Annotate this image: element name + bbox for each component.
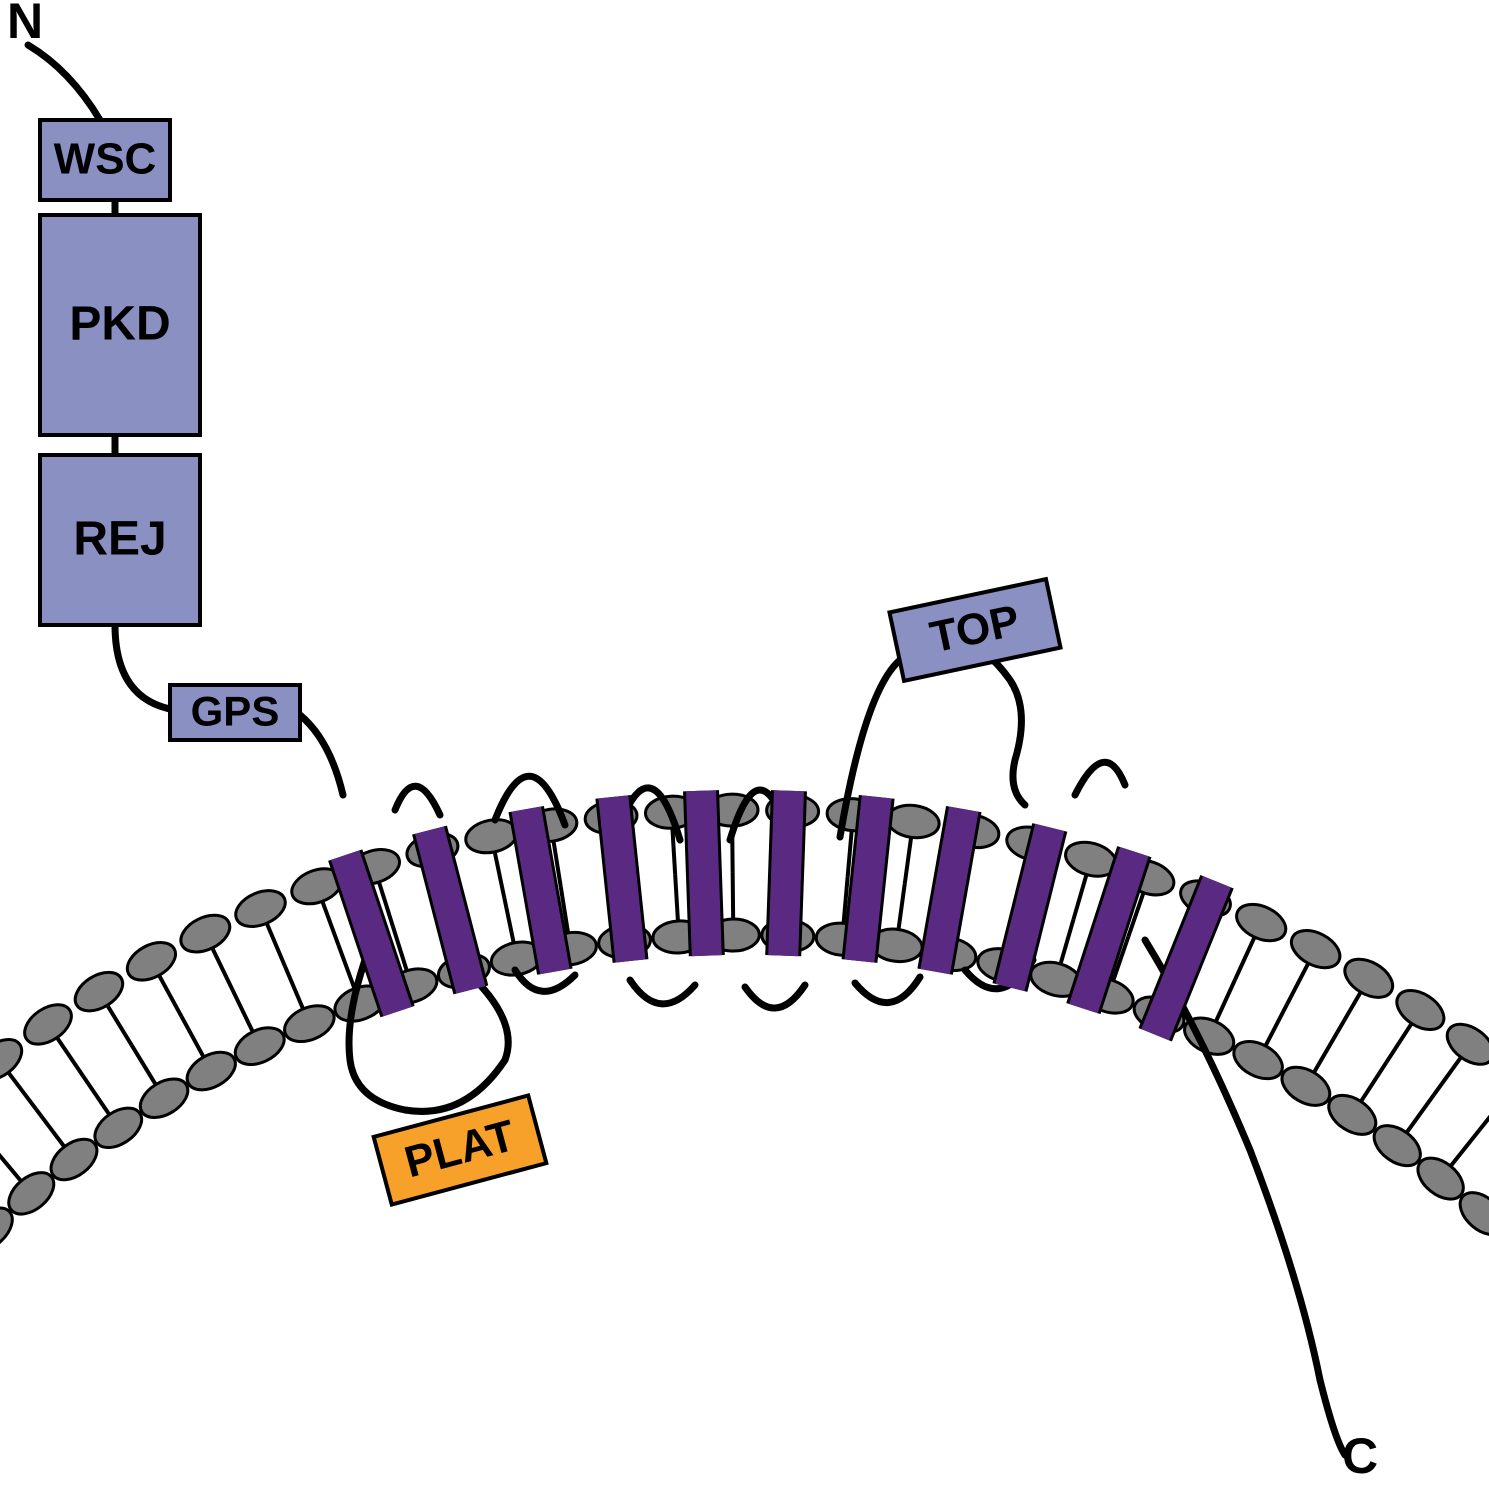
lipid-head-inner <box>279 999 339 1049</box>
c-terminus-label: C <box>1342 1428 1378 1484</box>
tm-helix-6 <box>783 791 789 956</box>
connector-gps-to-tm1 <box>300 715 343 795</box>
domain-label-wsc: WSC <box>54 135 157 184</box>
domain-label-rej: REJ <box>73 513 166 566</box>
lipid-head-outer <box>175 908 236 959</box>
lipid-head-outer <box>1390 982 1451 1037</box>
lipid-head-outer <box>1338 951 1399 1005</box>
connectors <box>28 45 1345 1455</box>
lipid-head-inner <box>229 1020 290 1071</box>
domain-pkd: PKD <box>40 215 200 435</box>
domain-wsc: WSC <box>40 120 170 200</box>
domain-rej: REJ <box>40 455 200 625</box>
lipid-head-outer <box>68 964 129 1018</box>
connector-rej-to-gps <box>115 625 175 710</box>
connector-loop-int-4 <box>745 985 805 1008</box>
lipid-head-outer <box>1285 923 1346 975</box>
connector-n-to-wsc <box>28 45 100 120</box>
lipid-head-inner <box>1275 1059 1336 1113</box>
tm-helix-4 <box>613 797 630 961</box>
tm-helix-2 <box>430 830 471 990</box>
connector-loop-ext-6-7 <box>1075 762 1125 795</box>
lipid-head-outer <box>230 884 290 934</box>
protein-topology-diagram: WSCPKDREJGPSPLATTOPNC <box>0 0 1489 1500</box>
lipid-head-inner <box>181 1045 242 1098</box>
tm-helix-7 <box>859 797 876 961</box>
lipid-tail <box>1480 1081 1489 1130</box>
connector-loop-int-3 <box>630 980 695 1004</box>
domain-label-pkd: PKD <box>69 298 170 351</box>
lipid-head-outer <box>18 997 79 1053</box>
domain-label-gps: GPS <box>191 688 280 735</box>
n-terminus-label: N <box>7 0 43 49</box>
lipid-head-outer <box>885 802 941 841</box>
connector-loop-int-5 <box>855 977 920 1003</box>
lipid-head-outer <box>121 935 182 988</box>
lipid-head-outer <box>1231 897 1292 948</box>
tm-helix-5 <box>701 791 707 956</box>
connector-loop-ext-1-2 <box>395 786 440 815</box>
lipid-head-inner <box>1228 1034 1289 1086</box>
domain-gps: GPS <box>170 685 300 740</box>
membrane-bilayer <box>0 794 1489 1500</box>
lipid-head-outer <box>1440 1016 1489 1072</box>
domain-top: TOP <box>889 579 1060 681</box>
